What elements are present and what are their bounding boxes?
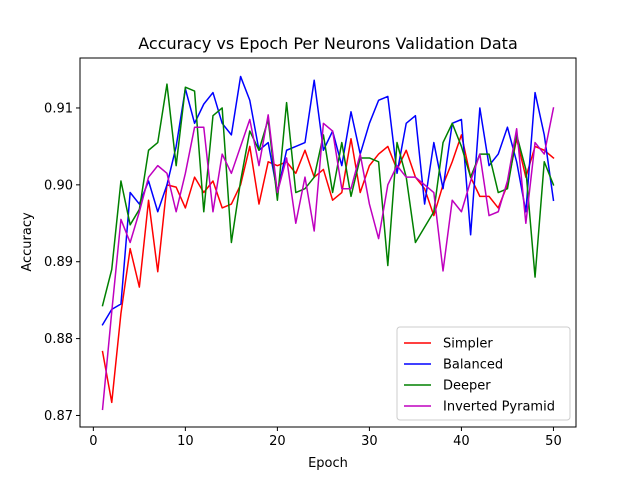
y-tick-label: 0.89 [44, 255, 73, 270]
plot-area [101, 75, 555, 411]
series-line-simpler [101, 134, 555, 404]
x-tick-label: 10 [177, 434, 194, 449]
x-tick-label: 40 [453, 434, 470, 449]
series-line-inverted-pyramid [101, 107, 555, 411]
legend: Simpler Balanced Deeper Inverted Pyramid [396, 326, 571, 421]
series-line-balanced [101, 75, 555, 326]
x-tick-label: 50 [545, 434, 562, 449]
x-tick-label: 20 [269, 434, 286, 449]
axes-frame [79, 57, 577, 428]
y-axis: 0.87 0.88 0.89 0.90 0.91 [44, 101, 80, 424]
legend-label: Deeper [443, 379, 491, 394]
x-tick-label: 30 [361, 434, 378, 449]
chart-title: Accuracy vs Epoch Per Neurons Validation… [138, 34, 518, 53]
legend-box [396, 326, 571, 421]
x-tick-label: 0 [89, 434, 97, 449]
y-tick-label: 0.88 [44, 332, 73, 347]
y-axis-label: Accuracy [20, 212, 35, 272]
y-tick-label: 0.90 [44, 178, 73, 193]
legend-label: Balanced [443, 358, 503, 373]
y-tick-label: 0.87 [44, 409, 73, 424]
y-tick-label: 0.91 [44, 101, 73, 116]
legend-label: Inverted Pyramid [443, 400, 555, 415]
legend-label: Simpler [443, 337, 493, 352]
x-axis: 0 10 20 30 40 50 [89, 427, 562, 449]
x-axis-label: Epoch [308, 456, 348, 471]
